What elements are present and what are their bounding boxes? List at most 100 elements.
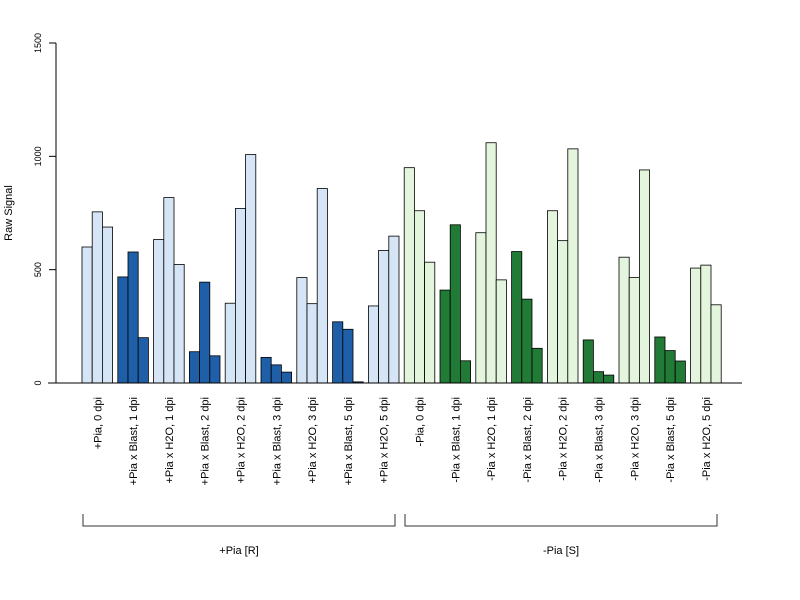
bar bbox=[603, 374, 615, 384]
x-tick-label: -Pia x H2O, 1 dpi bbox=[486, 397, 498, 481]
bar bbox=[690, 267, 702, 384]
x-tick-label: -Pia x Blast, 1 dpi bbox=[450, 397, 462, 483]
bars bbox=[81, 142, 722, 384]
bar-group bbox=[188, 281, 221, 384]
bar-group bbox=[654, 336, 686, 384]
bar bbox=[117, 276, 129, 384]
bar bbox=[639, 169, 651, 384]
bar bbox=[296, 277, 308, 384]
bar bbox=[654, 336, 666, 384]
group-bracket bbox=[82, 514, 396, 527]
bar-group bbox=[81, 211, 114, 384]
bar bbox=[403, 167, 415, 384]
bar bbox=[270, 364, 282, 384]
bar bbox=[700, 264, 712, 384]
bar-group bbox=[582, 339, 615, 384]
bar bbox=[81, 246, 93, 384]
bar bbox=[367, 305, 379, 384]
bar bbox=[521, 298, 533, 384]
bar bbox=[547, 210, 559, 384]
x-tick-label: -Pia x H2O, 5 dpi bbox=[701, 397, 713, 481]
bar bbox=[102, 226, 114, 384]
x-tick-label: +Pia x Blast, 5 dpi bbox=[343, 397, 355, 485]
bar bbox=[127, 251, 139, 384]
group-brackets: +Pia [R] -Pia [S] bbox=[82, 514, 718, 557]
group-label: +Pia [R] bbox=[219, 545, 258, 557]
x-tick-label: -Pia x H2O, 3 dpi bbox=[629, 397, 641, 481]
bar bbox=[332, 321, 344, 384]
bar bbox=[378, 249, 390, 384]
bar-group bbox=[511, 251, 543, 384]
bar bbox=[234, 208, 246, 384]
bar bbox=[674, 360, 686, 384]
x-tick-label: +Pia, 0 dpi bbox=[92, 397, 104, 449]
x-tick-labels: +Pia, 0 dpi +Pia x Blast, 1 dpi +Pia x H2O… bbox=[92, 397, 713, 485]
bar bbox=[342, 328, 354, 384]
bar-group bbox=[403, 167, 436, 384]
bar bbox=[495, 279, 507, 384]
bar bbox=[449, 224, 461, 384]
x-tick-label: -Pia x Blast, 5 dpi bbox=[665, 397, 677, 483]
bar-group bbox=[618, 169, 651, 384]
x-tick-label: +Pia x H2O, 5 dpi bbox=[379, 397, 391, 484]
bar bbox=[424, 261, 436, 384]
bar-group bbox=[547, 148, 579, 384]
group-label: -Pia [S] bbox=[543, 545, 579, 557]
bar bbox=[710, 304, 722, 384]
y-tick-label: 500 bbox=[33, 262, 43, 277]
x-tick-label: +Pia x H2O, 3 dpi bbox=[307, 397, 319, 484]
bar bbox=[388, 235, 400, 384]
bar-group bbox=[117, 251, 149, 384]
bar bbox=[413, 210, 425, 384]
y-tick-label: 0 bbox=[33, 380, 43, 385]
y-tick-label: 1000 bbox=[33, 146, 43, 166]
bar bbox=[137, 337, 149, 384]
bar bbox=[475, 232, 487, 384]
y-tick-label: 1500 bbox=[33, 33, 43, 53]
bar-group bbox=[153, 197, 185, 384]
bar bbox=[209, 355, 221, 384]
bar bbox=[511, 251, 523, 384]
x-tick-label: -Pia x H2O, 2 dpi bbox=[558, 397, 570, 481]
y-axis: 0 500 1000 1500 bbox=[33, 33, 57, 386]
bar-group bbox=[332, 321, 364, 384]
bar bbox=[618, 256, 630, 384]
x-tick-label: -Pia, 0 dpi bbox=[415, 397, 427, 447]
bar-group bbox=[260, 356, 292, 384]
bar bbox=[531, 347, 543, 384]
bar bbox=[280, 371, 292, 384]
x-tick-label: +Pia x H2O, 1 dpi bbox=[164, 397, 176, 484]
bar bbox=[316, 188, 328, 384]
bar bbox=[91, 211, 103, 384]
x-tick-label: +Pia x Blast, 2 dpi bbox=[200, 397, 212, 485]
bar bbox=[188, 351, 200, 384]
bar bbox=[485, 142, 497, 384]
bar-group bbox=[296, 188, 328, 384]
bar-group bbox=[690, 264, 722, 384]
bar bbox=[582, 339, 594, 384]
bar bbox=[163, 197, 175, 384]
bar bbox=[306, 303, 318, 384]
x-tick-label: +Pia x Blast, 3 dpi bbox=[271, 397, 283, 485]
x-tick-label: -Pia x Blast, 2 dpi bbox=[522, 397, 534, 483]
bar-group bbox=[439, 224, 471, 384]
x-tick-label: +Pia x Blast, 1 dpi bbox=[128, 397, 140, 485]
bar bbox=[245, 154, 257, 384]
bar bbox=[260, 356, 272, 384]
bar bbox=[153, 239, 165, 384]
y-axis-label: Raw Signal bbox=[3, 185, 15, 241]
bar bbox=[199, 281, 211, 384]
bar bbox=[593, 371, 605, 384]
bar bbox=[557, 240, 569, 384]
bar bbox=[459, 360, 471, 384]
bar bbox=[664, 350, 676, 384]
bar-group bbox=[367, 235, 400, 384]
bar-group bbox=[224, 154, 257, 384]
bar bbox=[567, 148, 579, 384]
group-bracket bbox=[404, 514, 718, 527]
bar bbox=[439, 289, 451, 384]
bar bbox=[173, 264, 185, 384]
bar bbox=[224, 302, 236, 384]
bar bbox=[628, 277, 640, 384]
